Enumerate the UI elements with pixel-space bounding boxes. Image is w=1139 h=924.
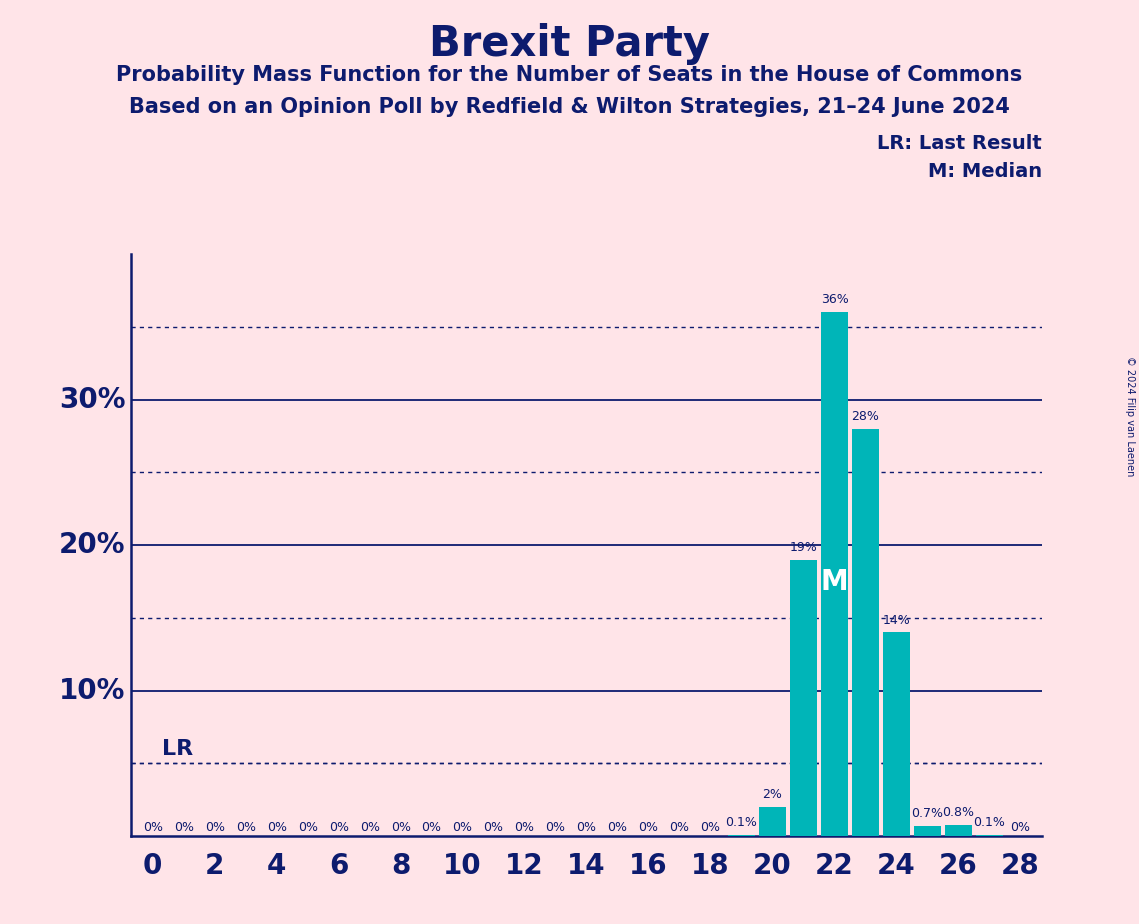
Bar	[790, 560, 817, 836]
Text: Based on an Opinion Poll by Redfield & Wilton Strategies, 21–24 June 2024: Based on an Opinion Poll by Redfield & W…	[129, 97, 1010, 117]
Text: LR: Last Result: LR: Last Result	[877, 134, 1042, 153]
Text: 30%: 30%	[59, 385, 125, 414]
Text: 2%: 2%	[763, 788, 782, 801]
Text: 0%: 0%	[236, 821, 255, 834]
Text: 0%: 0%	[360, 821, 379, 834]
Text: 0%: 0%	[700, 821, 721, 834]
Text: 0%: 0%	[205, 821, 224, 834]
Text: 0%: 0%	[421, 821, 442, 834]
Text: 36%: 36%	[821, 294, 849, 307]
Text: © 2024 Filip van Laenen: © 2024 Filip van Laenen	[1125, 356, 1134, 476]
Text: 0%: 0%	[639, 821, 658, 834]
Bar	[760, 808, 786, 836]
Text: 0%: 0%	[484, 821, 503, 834]
Text: 0%: 0%	[452, 821, 473, 834]
Text: 19%: 19%	[789, 541, 818, 553]
Text: 0%: 0%	[1010, 821, 1031, 834]
Text: 0%: 0%	[546, 821, 566, 834]
Text: M: M	[821, 567, 849, 596]
Bar	[884, 632, 910, 836]
Text: M: Median: M: Median	[928, 162, 1042, 181]
Text: 0%: 0%	[576, 821, 597, 834]
Text: 0.8%: 0.8%	[942, 806, 975, 819]
Text: Probability Mass Function for the Number of Seats in the House of Commons: Probability Mass Function for the Number…	[116, 65, 1023, 85]
Text: 0%: 0%	[391, 821, 411, 834]
Bar	[821, 312, 847, 836]
Text: 0.1%: 0.1%	[974, 816, 1006, 829]
Text: 0%: 0%	[515, 821, 534, 834]
Text: LR: LR	[162, 739, 194, 760]
Bar	[915, 826, 941, 836]
Text: 0.7%: 0.7%	[911, 808, 943, 821]
Bar	[976, 834, 1002, 836]
Text: 20%: 20%	[59, 531, 125, 559]
Bar	[728, 834, 755, 836]
Text: 0%: 0%	[142, 821, 163, 834]
Text: 10%: 10%	[59, 676, 125, 705]
Bar	[852, 429, 878, 836]
Text: 0%: 0%	[670, 821, 689, 834]
Text: 0%: 0%	[267, 821, 287, 834]
Text: 14%: 14%	[883, 614, 910, 626]
Bar	[945, 824, 972, 836]
Text: 0%: 0%	[607, 821, 628, 834]
Text: 0%: 0%	[173, 821, 194, 834]
Text: 0.1%: 0.1%	[726, 816, 757, 829]
Text: Brexit Party: Brexit Party	[429, 23, 710, 65]
Text: 0%: 0%	[329, 821, 349, 834]
Text: 0%: 0%	[297, 821, 318, 834]
Text: 28%: 28%	[852, 410, 879, 423]
